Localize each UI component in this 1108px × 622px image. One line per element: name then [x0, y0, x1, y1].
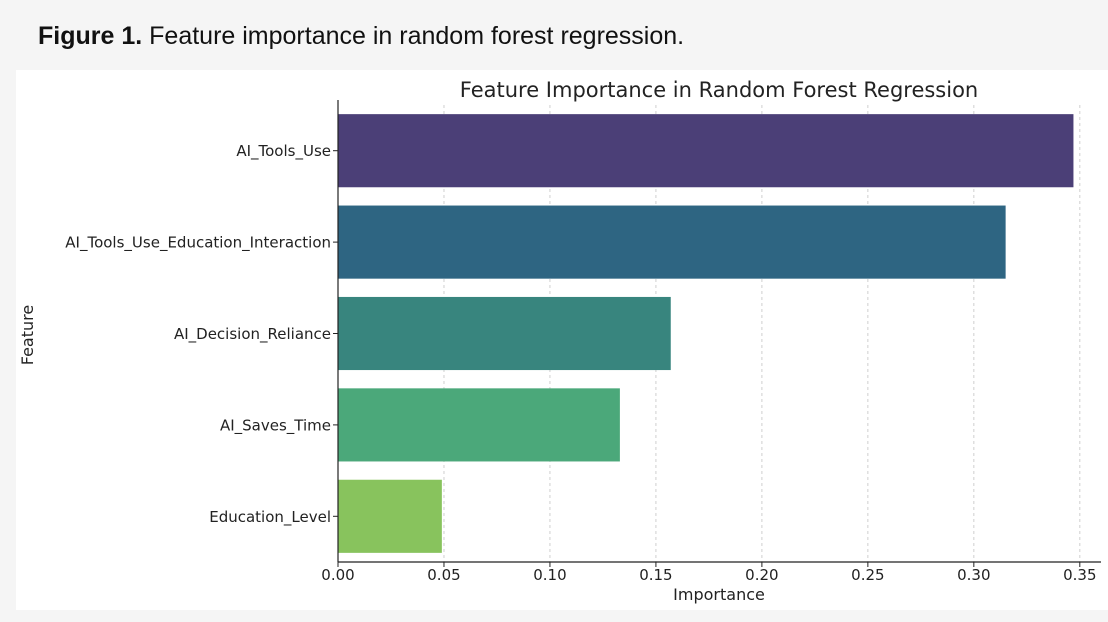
y-axis-label: Feature — [18, 305, 37, 365]
chart-title: Feature Importance in Random Forest Regr… — [460, 78, 978, 102]
chart-panel: Feature Importance in Random Forest Regr… — [16, 70, 1108, 610]
bars — [338, 114, 1074, 553]
figure-caption-text: Feature importance in random forest regr… — [149, 22, 685, 50]
y-tick-label: AI_Saves_Time — [220, 416, 331, 435]
x-axis-label: Importance — [673, 585, 765, 604]
x-tick-label: 0.30 — [957, 566, 990, 584]
axes: AI_Tools_Use AI_Tools_Use_Education_Inter… — [65, 100, 1101, 584]
y-tick-label: AI_Tools_Use — [236, 142, 331, 161]
x-tick-label: 0.15 — [639, 566, 672, 584]
bar-ai-tools-use-education-interaction — [338, 205, 1006, 279]
x-tick-label: 0.20 — [745, 566, 778, 584]
bar-ai-saves-time — [338, 388, 620, 462]
y-tick-label: AI_Decision_Reliance — [174, 325, 331, 344]
bar-ai-decision-reliance — [338, 296, 671, 371]
y-tick-label: AI_Tools_Use_Education_Interaction — [65, 234, 331, 253]
x-tick-label: 0.10 — [533, 566, 566, 584]
x-tick-label: 0.05 — [427, 566, 460, 584]
figure-label: Figure 1. — [38, 22, 143, 50]
figure-caption: Figure 1. Feature importance in random f… — [38, 22, 684, 51]
y-tick-label: Education_Level — [209, 508, 331, 527]
bar-ai-tools-use — [338, 114, 1074, 188]
feature-importance-chart: Feature Importance in Random Forest Regr… — [18, 78, 1101, 604]
x-tick-label: 0.00 — [321, 566, 354, 584]
x-tick-label: 0.35 — [1063, 566, 1096, 584]
x-tick-label: 0.25 — [851, 566, 884, 584]
bar-education-level — [338, 479, 442, 553]
